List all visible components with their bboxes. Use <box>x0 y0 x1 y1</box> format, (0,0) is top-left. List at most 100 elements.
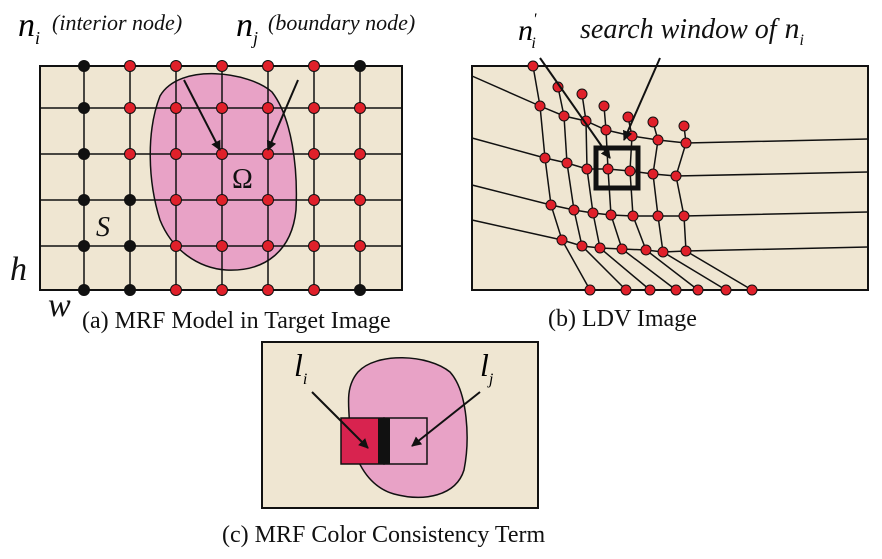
node-red <box>354 102 366 114</box>
node-red <box>616 243 628 255</box>
arrow-to-nj <box>266 79 299 151</box>
node-red <box>545 199 557 211</box>
node-red <box>308 284 320 296</box>
node-black <box>78 60 90 72</box>
node-black <box>124 194 136 206</box>
node-red <box>746 284 758 296</box>
node-black <box>78 240 90 252</box>
node-red <box>602 163 614 175</box>
omega-label: Ω <box>232 164 253 195</box>
panel-a-nodes <box>78 60 366 296</box>
caption-b: (b) LDV Image <box>548 306 697 332</box>
node-red <box>600 124 612 136</box>
node-red <box>624 165 636 177</box>
omega-region <box>149 73 298 271</box>
node-red <box>584 284 596 296</box>
node-red <box>527 60 539 72</box>
node-red <box>622 111 634 123</box>
node-red <box>216 194 228 206</box>
width-label: w <box>48 287 71 324</box>
node-red <box>581 163 593 175</box>
arrow-to-li <box>311 391 369 449</box>
node-red <box>308 60 320 72</box>
node-red <box>626 130 638 142</box>
node-red <box>657 246 669 258</box>
node-red <box>262 284 274 296</box>
node-red <box>124 60 136 72</box>
patch-li <box>340 417 385 465</box>
node-red <box>576 240 588 252</box>
node-red <box>680 137 692 149</box>
panel-b: n' i search window of ni (b) LDV Image <box>471 11 869 332</box>
node-red <box>170 240 182 252</box>
height-label: h <box>10 251 27 288</box>
node-black <box>124 240 136 252</box>
node-red <box>652 210 664 222</box>
node-red <box>647 116 659 128</box>
node-red <box>354 148 366 160</box>
node-red <box>124 148 136 160</box>
node-black <box>124 284 136 296</box>
label-lj: lj <box>480 347 494 388</box>
node-red <box>647 168 659 180</box>
node-black <box>78 284 90 296</box>
node-red <box>216 284 228 296</box>
node-red <box>170 102 182 114</box>
node-red <box>170 60 182 72</box>
node-red <box>598 100 610 112</box>
node-red <box>216 60 228 72</box>
node-red <box>561 157 573 169</box>
node-red <box>124 102 136 114</box>
caption-a: (a) MRF Model in Target Image <box>82 308 391 334</box>
node-red <box>308 240 320 252</box>
panel-c: li lj (c) MRF Color Consistency Term <box>222 341 546 548</box>
node-red <box>354 194 366 206</box>
node-red <box>556 234 568 246</box>
arrow-to-ni-prime <box>539 57 611 159</box>
label-nj-desc: (boundary node) <box>268 10 415 35</box>
node-red <box>216 102 228 114</box>
node-red <box>692 284 704 296</box>
node-red <box>262 102 274 114</box>
node-black <box>354 284 366 296</box>
label-li: li <box>294 347 307 388</box>
node-red <box>170 284 182 296</box>
node-red <box>262 240 274 252</box>
node-red <box>670 284 682 296</box>
label-ni-desc: (interior node) <box>52 10 182 35</box>
node-red <box>170 148 182 160</box>
node-red <box>644 284 656 296</box>
node-red <box>539 152 551 164</box>
node-red <box>308 194 320 206</box>
node-black <box>78 194 90 206</box>
node-red <box>308 102 320 114</box>
node-red <box>534 100 546 112</box>
node-black <box>78 102 90 114</box>
node-red <box>216 148 228 160</box>
node-red <box>558 110 570 122</box>
node-black <box>78 148 90 160</box>
search-window-label: search window of ni <box>580 12 804 49</box>
node-red <box>576 88 588 100</box>
node-red <box>720 284 732 296</box>
search-window-box <box>593 145 641 191</box>
node-red <box>620 284 632 296</box>
node-red <box>670 170 682 182</box>
node-red <box>170 194 182 206</box>
node-red <box>640 244 652 256</box>
node-red <box>587 207 599 219</box>
arrow-to-ni <box>183 79 221 151</box>
label-nj: nj <box>236 7 258 48</box>
node-red <box>678 210 690 222</box>
arrow-to-lj <box>411 391 481 447</box>
node-red <box>627 210 639 222</box>
node-red <box>594 242 606 254</box>
node-red <box>262 60 274 72</box>
node-red <box>216 240 228 252</box>
panel-a: ni (interior node) nj (boundary node) Ω … <box>10 7 415 334</box>
node-red <box>262 194 274 206</box>
node-black <box>354 60 366 72</box>
node-red <box>308 148 320 160</box>
